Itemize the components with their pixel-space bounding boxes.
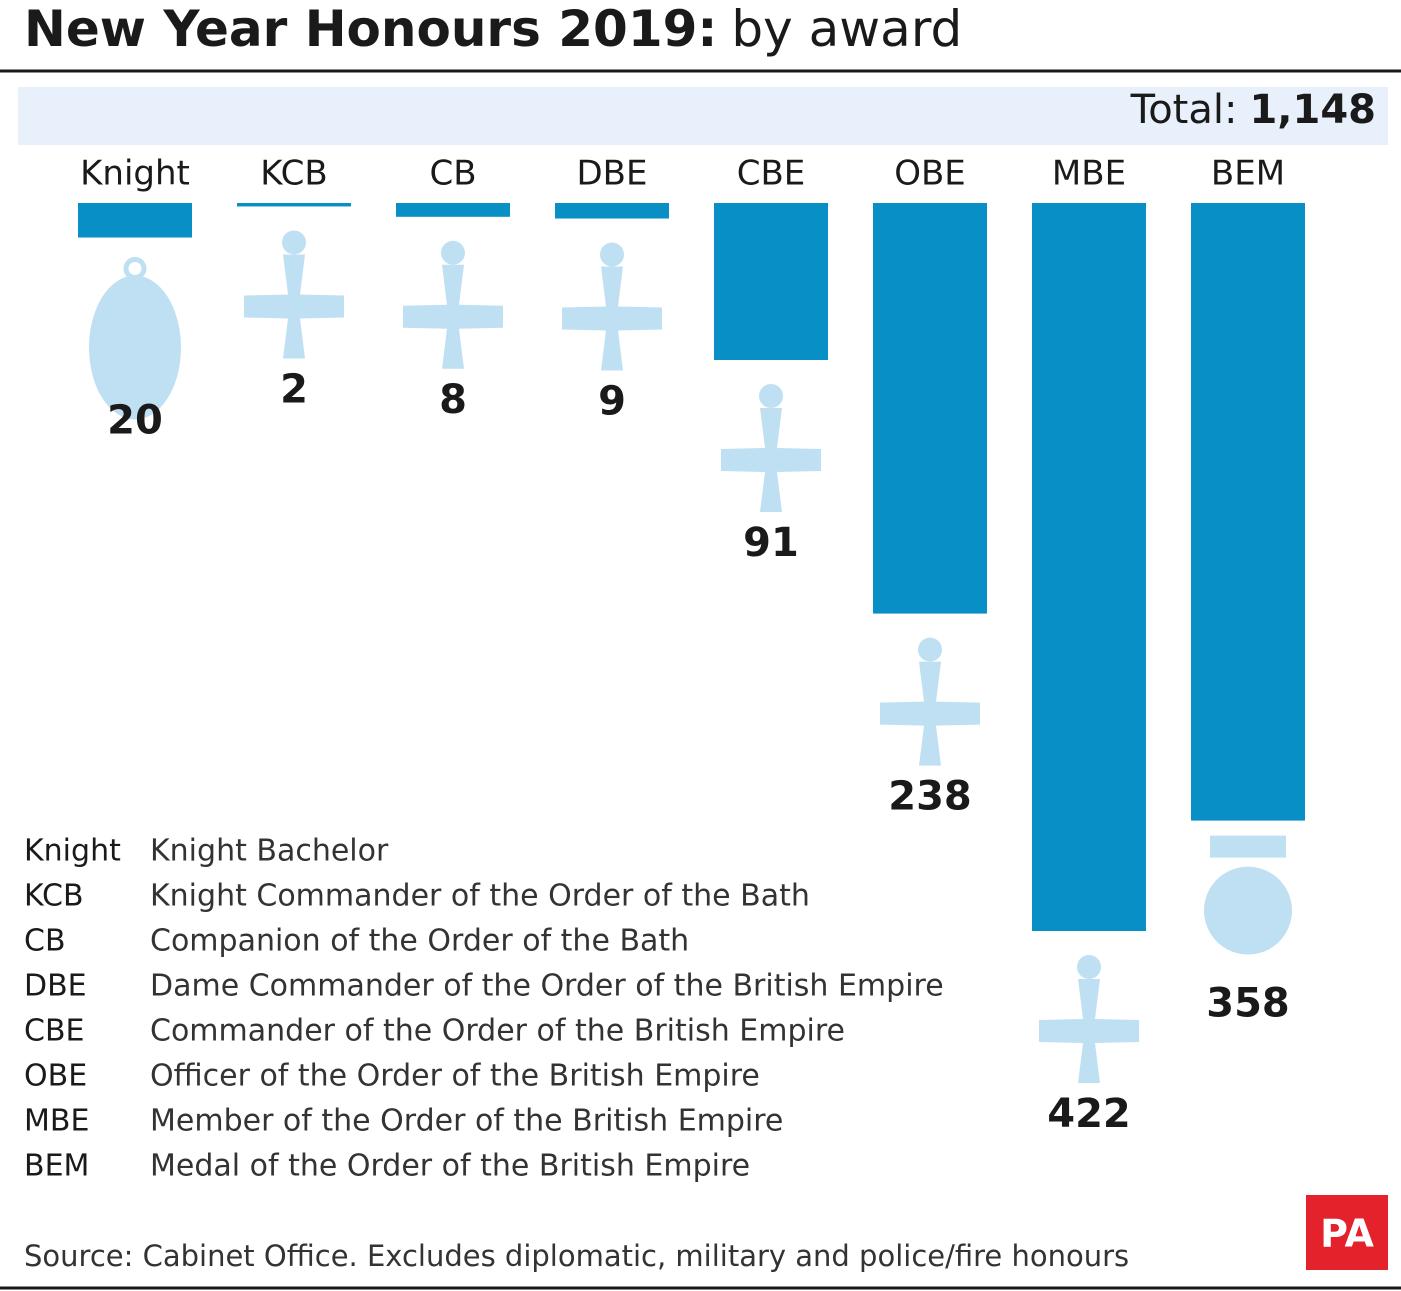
value-label: 8 [439,377,467,423]
glossary-abbr: DBE [24,969,87,1004]
total-label: Total: [1130,87,1238,133]
logo-box [1306,1195,1388,1270]
glossary-name: Member of the Order of the British Empir… [150,1104,783,1139]
bar [555,203,669,219]
value-label: 358 [1206,981,1290,1027]
value-label: 91 [743,520,799,566]
glossary-name: Knight Bachelor [150,834,389,869]
glossary-abbr: OBE [24,1059,87,1094]
medal-icon [441,240,465,265]
medal-icon [562,266,662,371]
category-label: KCB [260,154,328,194]
subtitle: by award [731,0,962,58]
medal-icon [721,407,821,512]
category-label: MBE [1052,154,1126,194]
glossary-abbr: CBE [24,1014,84,1049]
medal-icon [880,661,980,766]
value-label: 20 [107,398,163,444]
medal-icon [403,264,503,369]
source: Source: Cabinet Office. Excludes diploma… [24,1239,1129,1273]
category-label: CBE [737,154,806,194]
medal-icon [282,230,306,255]
logo: PA [1320,1212,1374,1256]
value-label: 2 [280,366,308,412]
medal-icon [89,275,181,420]
medal-icon [1204,866,1292,955]
glossary-abbr: BEM [24,1149,89,1184]
medal-icon [759,383,783,408]
category-label: OBE [894,154,966,194]
medal-icon [1077,955,1101,979]
glossary-abbr: Knight [24,834,121,869]
bar [1032,203,1146,931]
bar [237,203,351,207]
bar [396,203,510,217]
title: New Year Honours 2019: [24,0,717,58]
glossary-name: Companion of the Order of the Bath [150,924,689,959]
glossary-abbr: KCB [24,879,84,914]
bar [873,203,987,614]
bar [78,203,192,238]
category-label: CB [429,154,476,194]
medal-icon [600,242,624,267]
bar [714,203,828,360]
medal-icon [918,637,942,662]
value-label: 238 [888,774,972,820]
glossary-abbr: CB [24,924,66,959]
glossary-name: Knight Commander of the Order of the Bat… [150,879,810,914]
glossary-name: Officer of the Order of the British Empi… [150,1059,760,1094]
value-label: 9 [598,379,626,425]
total-value: 1,148 [1249,87,1376,133]
category-label: Knight [80,154,190,194]
medal-icon [1210,835,1286,858]
medal-icon [1039,979,1139,1083]
glossary-name: Dame Commander of the Order of the Briti… [150,969,944,1004]
bar [1191,203,1305,821]
category-label: DBE [577,154,648,194]
total: Total: 1,148 [1130,87,1376,133]
glossary-name: Medal of the Order of the British Empire [150,1149,750,1184]
glossary-name: Commander of the Order of the British Em… [150,1014,845,1049]
medal-icon [123,257,147,281]
header-band [18,87,1388,145]
category-label: BEM [1211,154,1285,194]
chart-title: New Year Honours 2019: by award [24,0,962,58]
medal-icon [244,254,344,359]
value-label: 422 [1047,1091,1131,1137]
glossary-abbr: MBE [24,1104,89,1139]
